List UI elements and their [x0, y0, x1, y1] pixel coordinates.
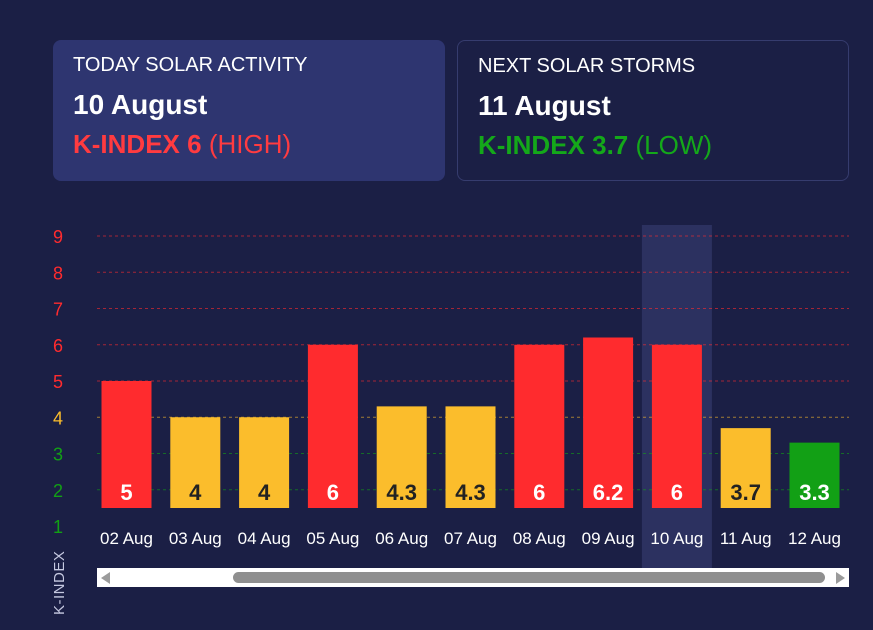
x-tick-label: 02 Aug [100, 529, 153, 548]
bar-value-label: 4.3 [455, 480, 486, 505]
bar-value-label: 4 [189, 480, 202, 505]
next-date: 11 August [478, 90, 611, 121]
x-tick-label: 03 Aug [169, 529, 222, 548]
x-tick-label: 10 Aug [650, 529, 703, 548]
scroll-left-arrow-icon[interactable] [101, 572, 110, 584]
y-tick-label: 4 [53, 408, 63, 428]
x-tick-label: 09 Aug [582, 529, 635, 548]
y-tick-label: 9 [53, 227, 63, 247]
next-k-index: K-INDEX 3.7 (LOW) [478, 130, 828, 161]
today-k-index: K-INDEX 6 (HIGH) [73, 129, 425, 160]
bar[interactable] [170, 417, 221, 508]
bar-value-label: 3.3 [799, 480, 830, 505]
next-storms-card: NEXT SOLAR STORMS 11 August K-INDEX 3.7 … [457, 40, 849, 181]
bar-value-label: 6 [671, 480, 683, 505]
bar-value-label: 4.3 [386, 480, 417, 505]
bar-value-label: 5 [120, 480, 132, 505]
today-date: 10 August [73, 89, 208, 120]
bar-value-label: 3.7 [730, 480, 761, 505]
x-tick-label: 11 Aug [720, 529, 772, 548]
chart-scrollbar[interactable] [97, 568, 849, 587]
y-tick-label: 5 [53, 372, 63, 392]
next-k-index-level: (LOW) [635, 130, 713, 160]
x-tick-label: 06 Aug [375, 529, 428, 548]
bar[interactable] [376, 406, 427, 508]
bar-value-label: 6 [533, 480, 545, 505]
today-k-index-value: K-INDEX 6 [73, 129, 202, 159]
y-tick-label: 7 [53, 300, 63, 320]
y-tick-label: 6 [53, 336, 63, 356]
today-card-title: TODAY SOLAR ACTIVITY [73, 54, 308, 76]
y-tick-label: 2 [53, 481, 63, 501]
y-tick-label: 8 [53, 263, 63, 283]
bar[interactable] [583, 337, 634, 509]
x-tick-label: 08 Aug [513, 529, 566, 548]
today-activity-card: TODAY SOLAR ACTIVITY 10 August K-INDEX 6… [53, 40, 445, 181]
scroll-right-arrow-icon[interactable] [836, 572, 845, 584]
x-tick-label: 05 Aug [306, 529, 359, 548]
bar[interactable] [307, 344, 358, 508]
bar-value-label: 6.2 [593, 480, 624, 505]
next-k-index-value: K-INDEX 3.7 [478, 130, 629, 160]
y-tick-label: 3 [53, 445, 63, 465]
bar-value-label: 6 [327, 480, 339, 505]
bar[interactable] [789, 442, 840, 508]
bar[interactable] [101, 381, 152, 508]
bar[interactable] [720, 428, 771, 508]
k-index-bar-chart: 9 8 7 6 5 4 3 2 1 5 02 Aug 4 03 Aug 4 04 Aug 6 05 Aug 4.3… [53, 225, 849, 570]
x-tick-label: 04 Aug [238, 529, 291, 548]
today-k-index-level: (HIGH) [208, 129, 292, 159]
bar[interactable] [514, 344, 565, 508]
next-card-title: NEXT SOLAR STORMS [478, 55, 696, 77]
y-axis-label: K-INDEX [51, 550, 68, 615]
x-tick-label: 07 Aug [444, 529, 497, 548]
bar-value-label: 4 [258, 480, 271, 505]
bar[interactable] [445, 406, 496, 508]
bar[interactable] [239, 417, 290, 508]
bar[interactable] [651, 344, 702, 508]
scrollbar-thumb[interactable] [233, 572, 825, 583]
x-tick-label: 12 Aug [788, 529, 841, 548]
y-tick-label: 1 [53, 517, 63, 537]
